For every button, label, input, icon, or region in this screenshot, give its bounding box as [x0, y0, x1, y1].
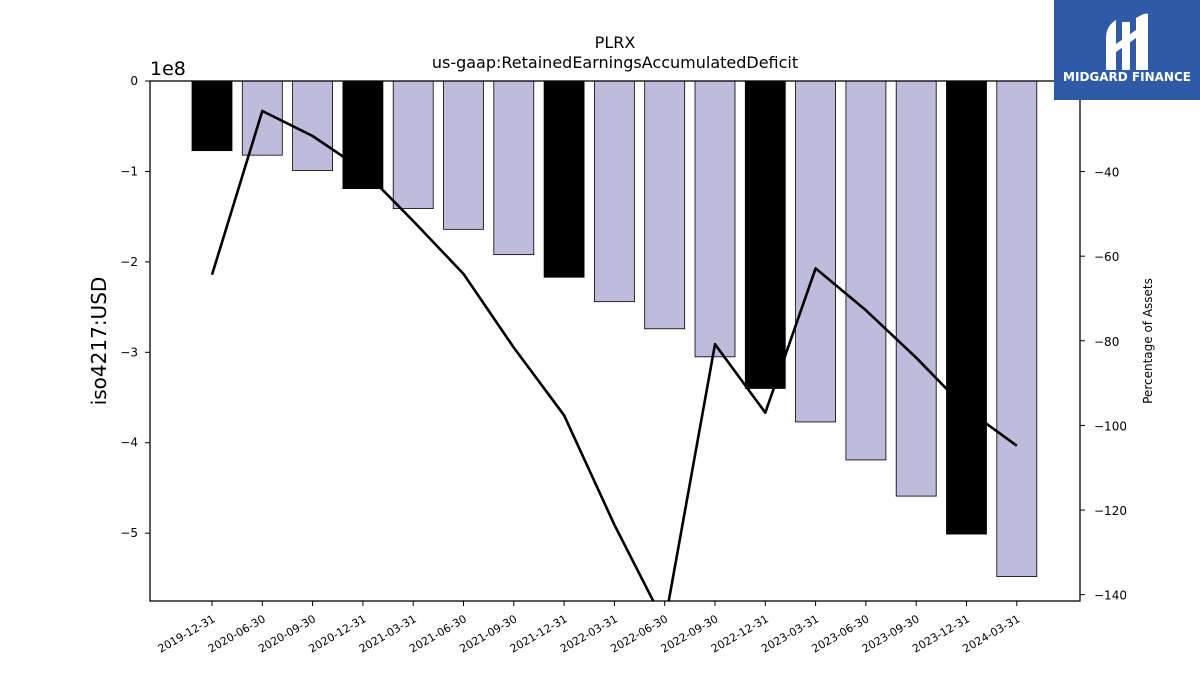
- y-right-tick-label: −140: [1094, 589, 1127, 603]
- y-axis-left: 0 −1 −2 −3 −4 −5: [120, 74, 150, 540]
- logo-text: MIDGARD FINANCE: [1063, 70, 1191, 84]
- chart-title: PLRX: [595, 33, 636, 52]
- bars-layer: [191, 81, 1038, 577]
- bar-2023-12-31: [946, 81, 987, 535]
- y-tick-label: −2: [120, 255, 138, 269]
- bar-2023-03-31: [795, 81, 836, 423]
- bar-2020-09-30: [292, 81, 334, 171]
- bar-2023-06-30: [845, 81, 887, 461]
- bar-2020-12-31: [342, 81, 384, 190]
- y-tick-label: 0: [130, 74, 138, 88]
- y-offset-label: 1e8: [150, 58, 186, 80]
- y-axis-right: −40 −60 −80 −100 −120 −140: [1080, 166, 1127, 603]
- bar-2024-03-31: [996, 81, 1038, 577]
- chart-subtitle: us-gaap:RetainedEarningsAccumulatedDefic…: [432, 53, 798, 72]
- y-tick-label: −4: [120, 436, 138, 450]
- y-axis-label-right: Percentage of Assets: [1141, 278, 1155, 404]
- logo-mark-icon: [1106, 13, 1148, 70]
- y-right-tick-label: −120: [1094, 504, 1127, 518]
- y-tick-label: −5: [120, 526, 138, 540]
- y-right-tick-label: −60: [1094, 250, 1119, 264]
- bar-2021-12-31: [543, 81, 585, 278]
- bar-2022-12-31: [744, 81, 786, 389]
- bar-2023-09-30: [895, 81, 937, 497]
- y-tick-label: −3: [120, 345, 138, 359]
- line-layer: [210, 109, 1018, 601]
- bar-2022-06-30: [644, 81, 686, 330]
- bar-2022-09-30: [694, 81, 736, 358]
- logo: MIDGARD FINANCE: [1054, 0, 1200, 100]
- bar-2022-03-31: [594, 81, 635, 303]
- percentage-line: [210, 109, 1018, 601]
- bar-2021-06-30: [443, 81, 484, 230]
- bar-2021-09-30: [493, 81, 535, 256]
- bar-2019-12-31: [191, 81, 233, 152]
- y-right-tick-label: −40: [1094, 166, 1119, 180]
- bar-2021-03-31: [392, 81, 434, 209]
- y-tick-label: −1: [120, 164, 138, 178]
- y-right-tick-label: −100: [1094, 419, 1127, 433]
- x-tick-label: 2024-03-31: [960, 612, 1022, 655]
- y-axis-label: iso4217:USD: [87, 277, 111, 406]
- x-axis: 2019-12-312020-06-302020-09-302020-12-31…: [156, 601, 1022, 656]
- y-right-tick-label: −80: [1094, 335, 1119, 349]
